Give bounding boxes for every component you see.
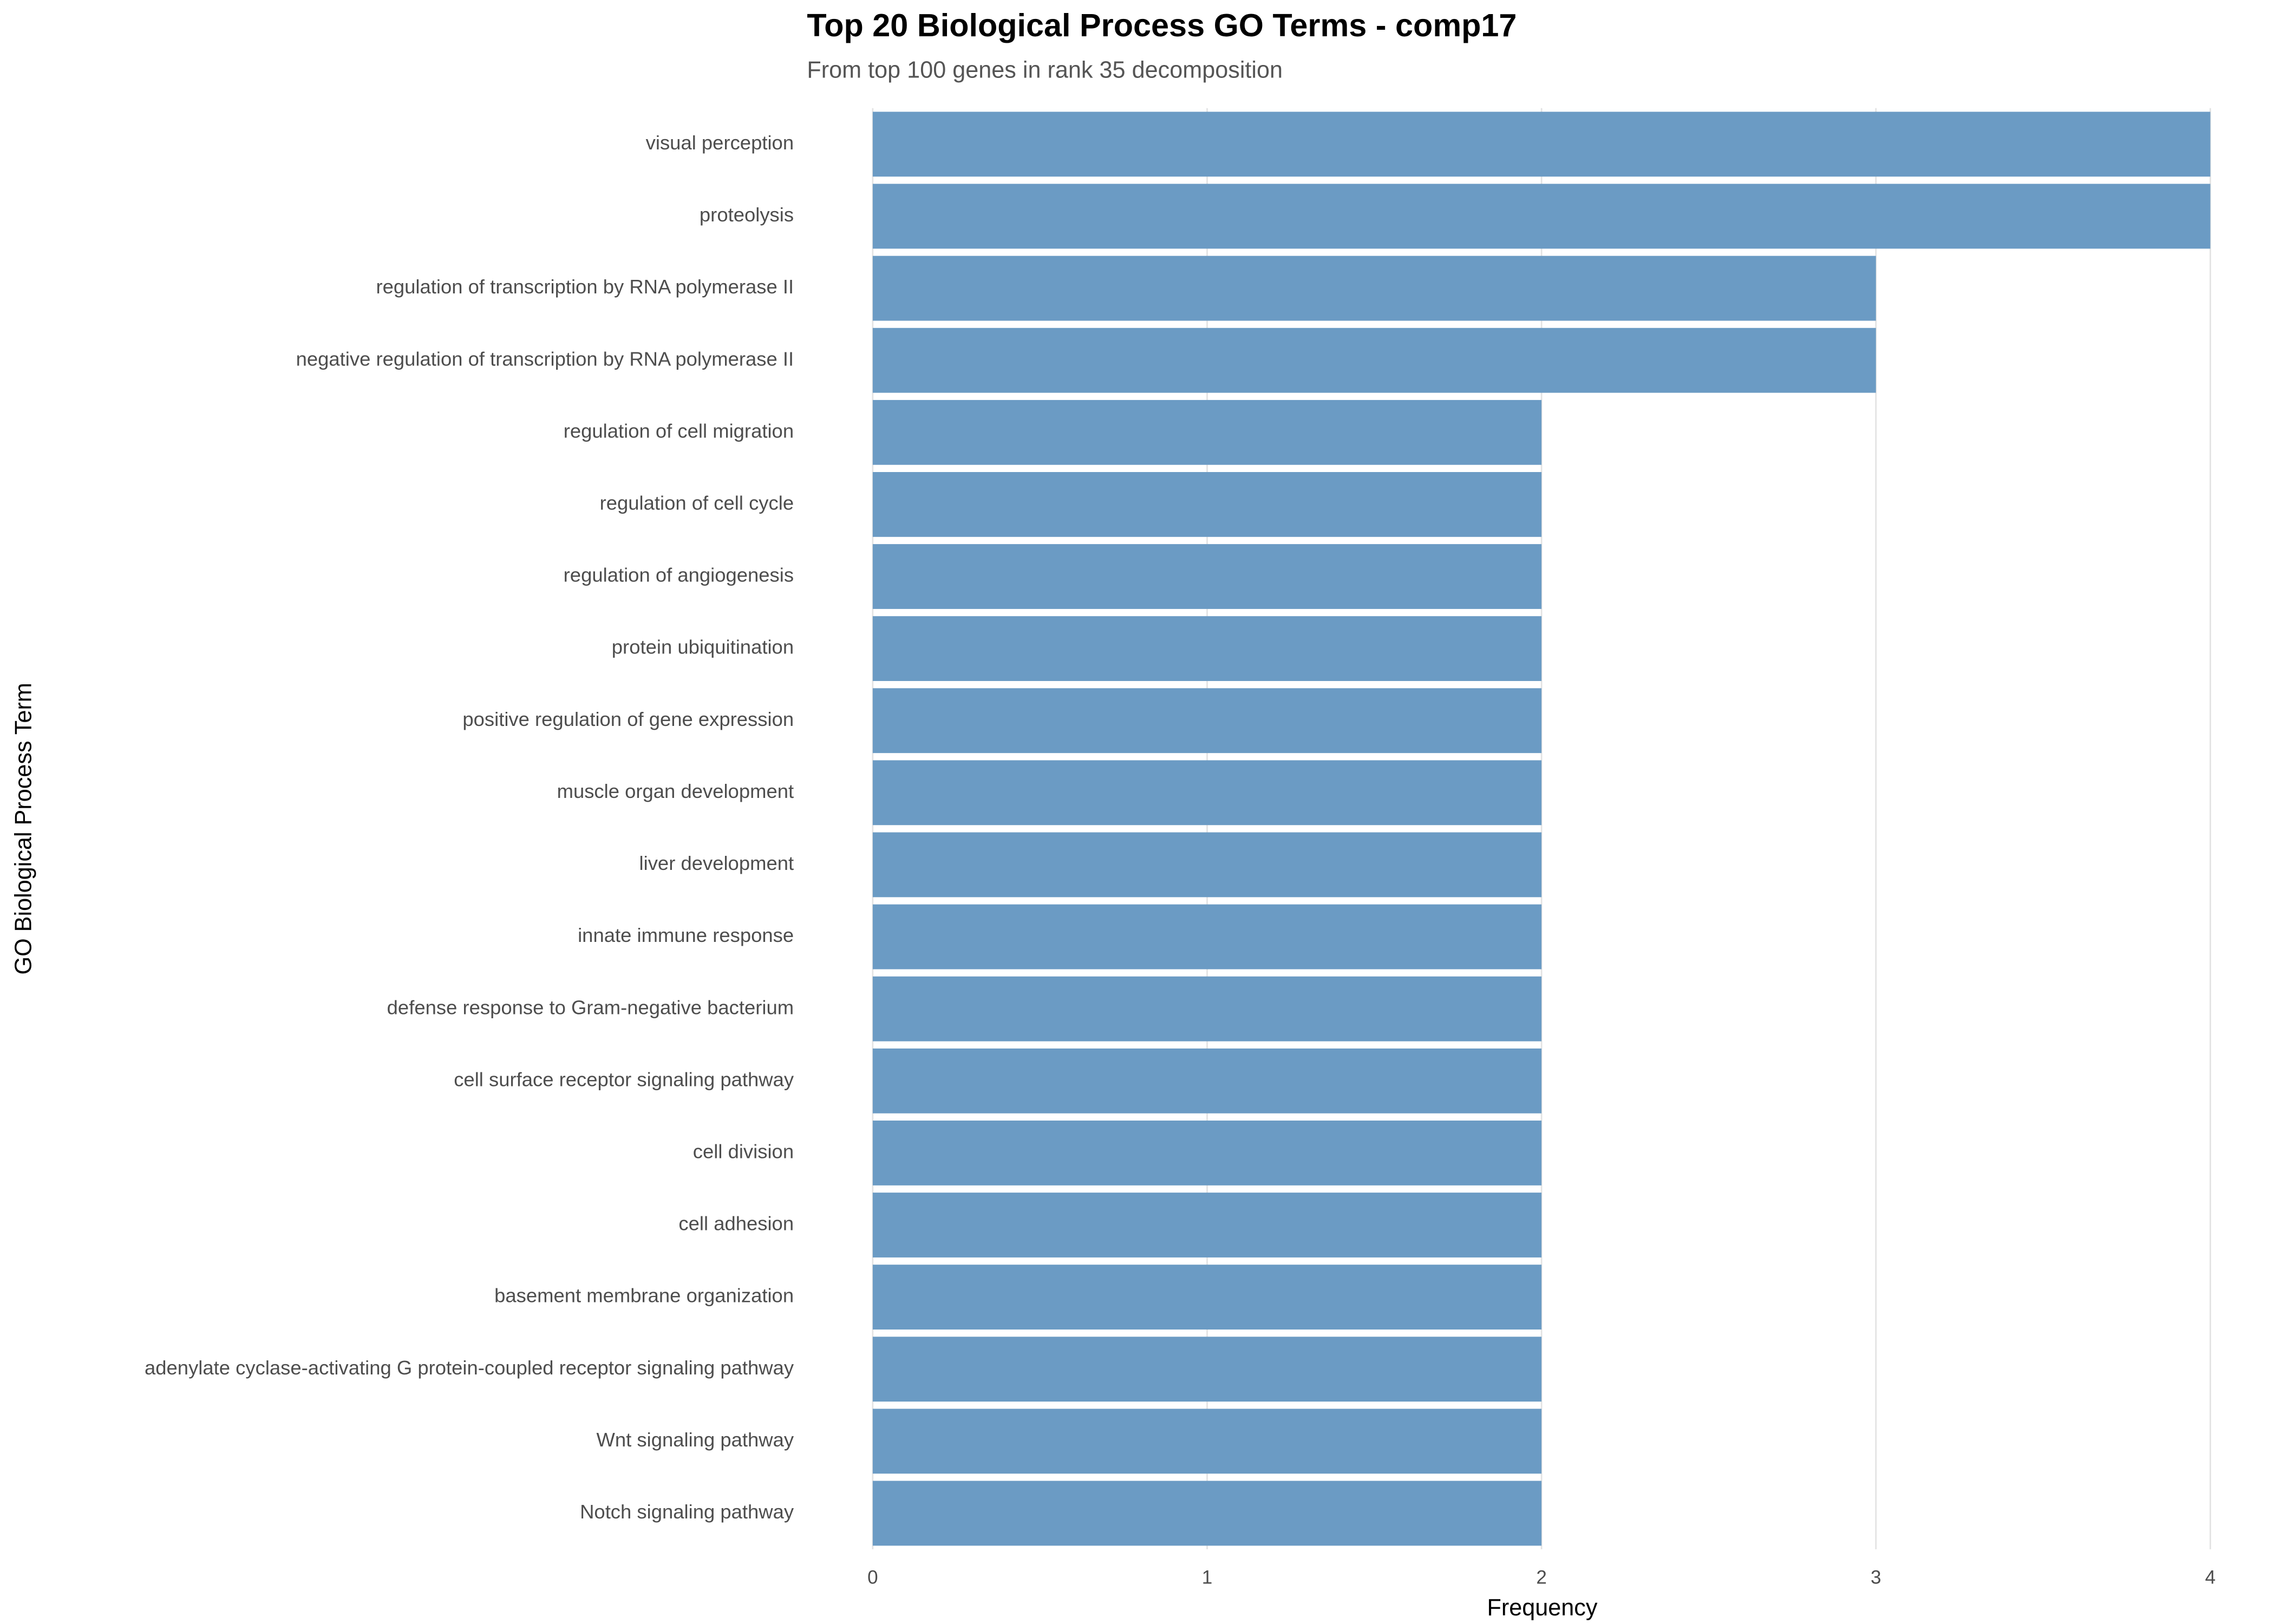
x-tick-label: 3 [1871,1567,1881,1588]
y-tick-label: muscle organ development [557,780,794,802]
y-tick-label: Notch signaling pathway [580,1501,794,1523]
y-tick-label: cell adhesion [678,1213,794,1235]
y-tick-label: Wnt signaling pathway [597,1429,794,1451]
y-tick-label: regulation of cell cycle [600,492,794,514]
x-tick-label: 0 [867,1567,878,1588]
chart-title: Top 20 Biological Process GO Terms - com… [807,7,1517,43]
y-tick-label: innate immune response [578,924,794,946]
bar [872,904,1542,970]
y-tick-label: proteolysis [700,204,794,226]
bar [872,1409,1542,1474]
bar [872,832,1542,898]
bar [872,1337,1542,1402]
bar [872,760,1542,826]
bar [872,544,1542,609]
y-axis-title: GO Biological Process Term [10,683,36,974]
x-axis-title: Frequency [1487,1595,1597,1621]
y-tick-label: regulation of cell migration [564,420,794,442]
bar [872,1120,1542,1186]
bar [872,472,1542,537]
y-tick-label: adenylate cyclase-activating G protein-c… [145,1357,794,1379]
x-tick-label: 4 [2205,1567,2216,1588]
x-tick-label: 2 [1536,1567,1547,1588]
bar [872,688,1542,754]
y-tick-label: visual perception [646,132,794,154]
y-tick-label: defense response to Gram-negative bacter… [387,996,794,1018]
y-tick-label: positive regulation of gene expression [462,708,794,730]
y-tick-label: regulation of transcription by RNA polym… [376,276,794,298]
y-tick-label: negative regulation of transcription by … [296,348,794,370]
bar [872,1265,1542,1330]
y-tick-label: protein ubiquitination [612,636,794,658]
bar [872,1048,1542,1114]
bar [872,976,1542,1042]
bar [872,328,1876,393]
bar [872,112,2211,177]
bar [872,256,1876,321]
chart-subtitle: From top 100 genes in rank 35 decomposit… [807,57,1283,83]
bar [872,616,1542,682]
y-tick-label: cell surface receptor signaling pathway [454,1068,794,1090]
x-tick-label: 1 [1202,1567,1213,1588]
bar [872,1481,1542,1546]
y-tick-label: basement membrane organization [494,1285,794,1307]
y-tick-label: regulation of angiogenesis [564,564,794,586]
y-tick-label: cell division [693,1141,794,1163]
bar [872,184,2211,249]
y-tick-label: liver development [639,852,794,874]
bar [872,1193,1542,1258]
bar [872,400,1542,465]
